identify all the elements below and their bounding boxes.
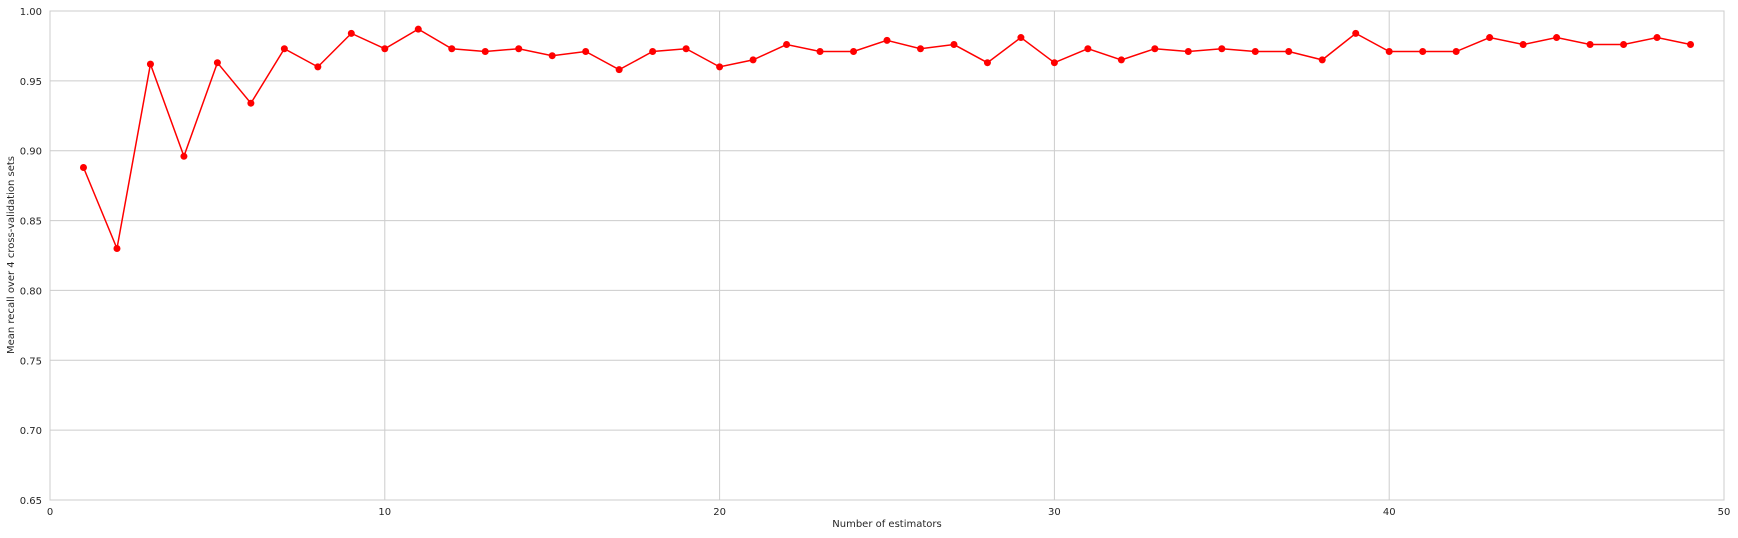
data-point	[749, 56, 757, 64]
data-point	[1117, 56, 1125, 64]
data-point	[983, 59, 991, 67]
data-point	[1620, 41, 1628, 49]
data-point	[1352, 29, 1360, 37]
data-point	[682, 45, 690, 53]
data-point	[1687, 41, 1695, 49]
data-point	[79, 163, 87, 171]
data-point	[280, 45, 288, 53]
data-point	[247, 99, 255, 107]
data-point	[850, 48, 858, 56]
plot-background	[50, 11, 1724, 500]
series-group	[79, 25, 1695, 253]
x-tick-label: 50	[1718, 507, 1731, 518]
data-point	[347, 29, 355, 37]
data-point	[615, 66, 623, 74]
data-point	[1218, 45, 1226, 53]
data-point	[146, 60, 154, 68]
data-point	[1151, 45, 1159, 53]
plot-frame	[49, 10, 1725, 501]
y-axis-label: Mean recall over 4 cross-validation sets	[6, 156, 17, 354]
y-tick-label: 0.80	[20, 286, 42, 297]
data-point	[883, 36, 891, 44]
x-axis-label: Number of estimators	[832, 519, 941, 530]
data-point	[582, 48, 590, 56]
x-tick-label: 20	[713, 507, 726, 518]
x-tick-label: 10	[378, 507, 391, 518]
x-tick-label: 30	[1048, 507, 1061, 518]
data-point	[1519, 41, 1527, 49]
data-point	[649, 48, 657, 56]
data-point	[916, 45, 924, 53]
data-point	[515, 45, 523, 53]
data-point	[1486, 34, 1494, 42]
data-point	[783, 41, 791, 49]
data-point	[381, 45, 389, 53]
data-point	[1017, 34, 1025, 42]
data-point	[448, 45, 456, 53]
data-point	[548, 52, 556, 60]
data-point	[1586, 41, 1594, 49]
data-point	[950, 41, 958, 49]
data-point	[1653, 34, 1661, 42]
data-point	[113, 245, 121, 253]
data-point	[180, 152, 188, 160]
data-point	[1184, 48, 1192, 56]
data-point	[816, 48, 824, 56]
x-tick-label: 40	[1383, 507, 1396, 518]
x-tick-label: 0	[47, 507, 53, 518]
data-point	[481, 48, 489, 56]
data-point	[1050, 59, 1058, 67]
data-point	[1385, 48, 1393, 56]
data-point	[1251, 48, 1259, 56]
data-point	[1084, 45, 1092, 53]
data-point	[1419, 48, 1427, 56]
y-tick-label: 0.85	[20, 217, 42, 228]
tick-labels: 0 10 20 30 40 50 0.65 0.70 0.75 0.80 0.85 0.90 0.95 1…	[20, 7, 1731, 518]
y-tick-label: 0.65	[20, 496, 42, 507]
data-point	[213, 59, 221, 67]
data-point	[716, 63, 724, 71]
y-tick-label: 0.90	[20, 147, 42, 158]
data-point	[414, 25, 422, 33]
data-point	[1553, 34, 1561, 42]
data-point	[1285, 48, 1293, 56]
y-tick-label: 0.70	[20, 426, 42, 437]
y-tick-label: 1.00	[20, 7, 42, 18]
y-tick-label: 0.75	[20, 356, 42, 367]
data-point	[314, 63, 322, 71]
y-tick-label: 0.95	[20, 77, 42, 88]
data-point	[1318, 56, 1326, 64]
data-point	[1452, 48, 1460, 56]
